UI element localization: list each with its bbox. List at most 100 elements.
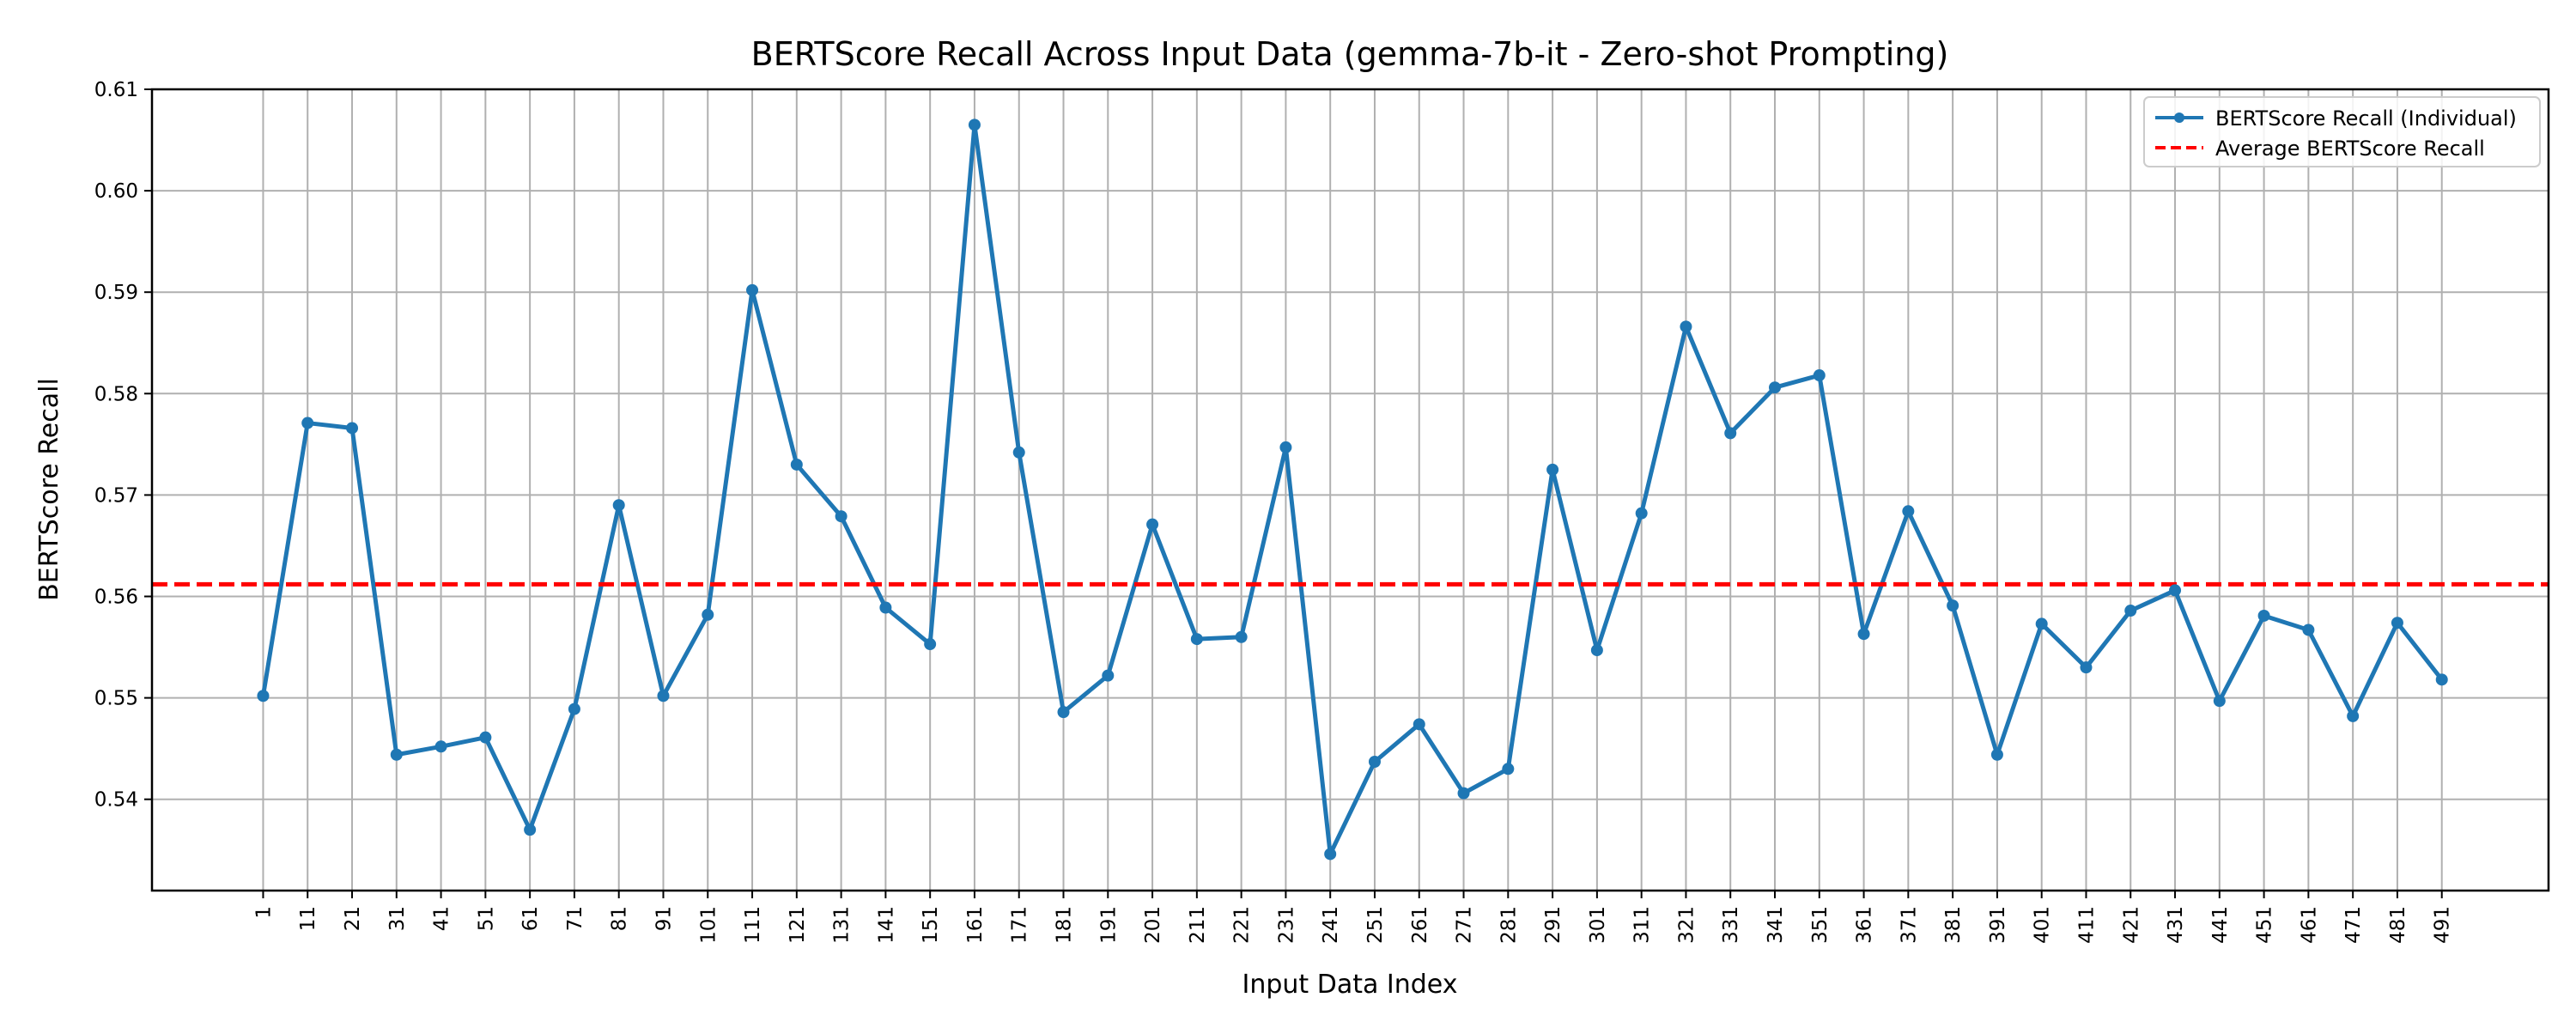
data-point [1947, 599, 1959, 612]
x-tick-label: 331 [1720, 906, 1742, 944]
y-axis-label: BERTScore Recall [34, 378, 64, 601]
plot-frame [150, 88, 2550, 892]
y-axis-ticks: 0.54 0.55 0.56 0.57 0.58 0.59 0.60 0.61 [94, 79, 152, 812]
x-tick-label: 401 [2032, 906, 2054, 944]
x-tick-label: 131 [831, 906, 854, 944]
data-point [1368, 756, 1381, 769]
x-tick-label: 321 [1675, 906, 1698, 944]
data-point [1012, 446, 1025, 459]
data-point [1857, 628, 1870, 641]
x-tick-label: 481 [2387, 906, 2409, 944]
data-point [524, 824, 537, 836]
data-point [1057, 706, 1070, 719]
x-tick-label: 141 [875, 906, 897, 944]
x-axis-label: Input Data Index [1242, 970, 1458, 1000]
data-point [924, 638, 937, 651]
data-point [257, 690, 270, 703]
x-tick-label: 451 [2254, 906, 2276, 944]
legend-label-individual: BERTScore Recall (Individual) [2215, 106, 2517, 131]
data-point [301, 417, 314, 429]
data-point [1902, 505, 1915, 518]
x-tick-label: 421 [2120, 906, 2142, 944]
data-point [1680, 320, 1692, 333]
data-point [2302, 623, 2315, 636]
data-point [1413, 718, 1425, 731]
x-tick-label: 151 [920, 906, 942, 944]
x-tick-label: 201 [1142, 906, 1164, 944]
x-tick-label: 121 [787, 906, 809, 944]
data-point [390, 748, 403, 761]
data-point [1102, 669, 1115, 682]
chart-title: BERTScore Recall Across Input Data (gemm… [751, 35, 1949, 73]
data-point [1813, 369, 1826, 382]
x-tick-label: 291 [1542, 906, 1564, 944]
x-tick-label: 181 [1054, 906, 1076, 944]
x-tick-label: 101 [697, 906, 720, 944]
data-point [1190, 633, 1203, 646]
data-point [657, 690, 670, 703]
x-tick-label: 251 [1364, 906, 1387, 944]
data-point [746, 283, 759, 296]
data-point [1724, 427, 1737, 440]
x-tick-label: 301 [1587, 906, 1609, 944]
y-tick-label: 0.58 [94, 383, 138, 405]
legend: BERTScore Recall (Individual) Average BE… [2143, 96, 2541, 167]
x-tick-label: 111 [742, 906, 764, 944]
x-tick-label: 161 [964, 906, 987, 944]
y-tick-label: 0.54 [94, 789, 138, 812]
x-tick-label: 221 [1231, 906, 1254, 944]
data-point [2435, 673, 2448, 686]
x-tick-label: 231 [1275, 906, 1297, 944]
data-point [1990, 748, 2003, 761]
x-tick-label: 91 [653, 906, 675, 931]
x-tick-label: 491 [2432, 906, 2454, 944]
x-axis-ticks: 1 11 21 31 41 51 61 71 81 91 101 111 121 131 141 151 161… [252, 891, 2454, 944]
x-tick-label: 341 [1765, 906, 1787, 944]
x-tick-label: 51 [475, 906, 497, 931]
data-point [2257, 609, 2270, 622]
data-point [1324, 848, 1337, 861]
data-point [2124, 605, 2137, 617]
x-tick-label: 171 [1009, 906, 1031, 944]
x-tick-label: 1 [252, 906, 275, 919]
x-tick-label: 311 [1631, 906, 1654, 944]
data-point [2080, 661, 2093, 674]
data-point [568, 703, 580, 715]
x-tick-label: 31 [386, 906, 409, 931]
x-tick-label: 381 [1942, 906, 1965, 944]
x-tick-label: 371 [1898, 906, 1920, 944]
x-tick-label: 391 [1987, 906, 2009, 944]
x-tick-label: 241 [1320, 906, 1342, 944]
x-tick-label: 461 [2298, 906, 2320, 944]
x-tick-label: 281 [1498, 906, 1520, 944]
y-tick-label: 0.61 [94, 79, 138, 101]
data-point [434, 740, 447, 753]
series-line-individual [260, 122, 2444, 856]
data-point [1769, 381, 1782, 394]
x-tick-label: 61 [519, 906, 542, 931]
data-point [1279, 441, 1292, 453]
legend-marker-individual [2174, 113, 2184, 123]
data-point [2347, 709, 2360, 722]
data-point [790, 458, 803, 471]
data-point [2213, 695, 2226, 708]
data-point [1590, 644, 1603, 657]
data-point [879, 601, 892, 614]
data-point [835, 510, 848, 523]
data-point [612, 499, 625, 512]
data-point [702, 608, 714, 621]
x-tick-label: 81 [609, 906, 631, 931]
legend-box [2143, 96, 2541, 167]
x-tick-label: 11 [297, 906, 319, 931]
data-point [346, 422, 359, 435]
x-tick-label: 261 [1409, 906, 1431, 944]
x-tick-label: 191 [1097, 906, 1120, 944]
series-layer [152, 119, 2549, 861]
x-tick-label: 71 [564, 906, 586, 931]
data-point [1146, 518, 1159, 531]
y-tick-label: 0.59 [94, 282, 138, 304]
data-point [1457, 787, 1470, 800]
